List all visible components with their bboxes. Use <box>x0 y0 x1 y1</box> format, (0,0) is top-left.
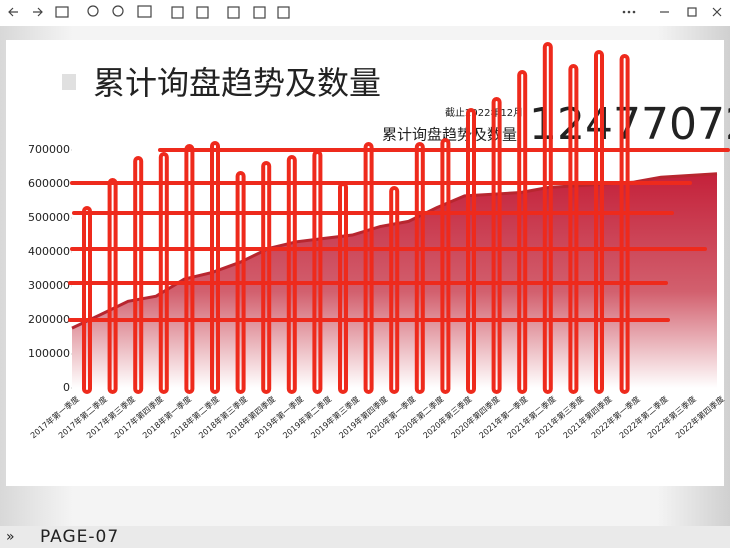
title-bullet <box>62 74 76 90</box>
fit-button[interactable] <box>137 5 152 18</box>
back-button[interactable] <box>8 7 18 17</box>
y-tick-label: 700000 <box>28 143 70 156</box>
close[interactable] <box>712 7 722 17</box>
annotation-capsule <box>107 178 118 394</box>
annotation-capsule <box>466 108 476 394</box>
annotation-capsule <box>440 138 451 394</box>
area <box>72 173 717 388</box>
y-tick-label: 600000 <box>28 177 70 190</box>
y-tick-label: 400000 <box>28 245 70 258</box>
toolbar-icons[interactable] <box>8 5 722 19</box>
annotation-capsule <box>235 171 246 394</box>
annotation-capsule <box>133 156 144 394</box>
annotation-capsule <box>594 50 604 394</box>
annotation-capsule <box>82 206 92 394</box>
annotation-capsule <box>184 144 195 394</box>
annotation-overlay <box>68 42 730 394</box>
note: 截止2022年12月 <box>445 106 523 119</box>
annotation-capsule <box>312 150 323 394</box>
annotation-capsule <box>568 64 579 394</box>
save-button[interactable] <box>277 6 290 19</box>
maximize[interactable] <box>687 7 697 17</box>
zoom-out[interactable] <box>112 5 124 17</box>
page-label: PAGE-07 <box>40 527 119 547</box>
annotation-capsule <box>363 142 374 394</box>
y-tick-label: 300000 <box>28 279 70 292</box>
copy-button[interactable] <box>227 6 240 19</box>
y-tick-label: 100000 <box>28 347 70 360</box>
subtitle: 累计询盘趋势及数量 <box>382 126 517 144</box>
more-button[interactable] <box>622 10 636 14</box>
slide-title: 累计询盘趋势及数量 <box>93 64 381 102</box>
annotation-capsule <box>517 70 528 394</box>
annotation-capsule <box>542 42 553 394</box>
zoom-in[interactable] <box>87 5 99 17</box>
rotate-button[interactable] <box>171 6 184 19</box>
annotation-capsule <box>158 152 169 394</box>
y-tick-label: 0 <box>63 381 70 394</box>
annotation-capsule <box>261 161 272 394</box>
annotation-capsule <box>389 186 400 394</box>
y-tick-label: 200000 <box>28 313 70 326</box>
annotation-capsule <box>414 142 425 394</box>
footer-arrow: » <box>6 529 15 545</box>
annotation-capsule <box>491 97 502 394</box>
toolbar <box>0 0 730 26</box>
select-button[interactable] <box>253 6 266 19</box>
annotate-button[interactable] <box>196 6 209 19</box>
annotation-capsule <box>286 155 297 394</box>
annotation-capsule <box>338 182 348 394</box>
annotation-capsule <box>210 141 220 394</box>
y-tick-label: 500000 <box>28 211 70 224</box>
annotation-capsule <box>619 54 630 394</box>
forward-button[interactable] <box>33 7 43 17</box>
grid-button[interactable] <box>55 6 69 18</box>
footer-bar <box>0 526 730 548</box>
